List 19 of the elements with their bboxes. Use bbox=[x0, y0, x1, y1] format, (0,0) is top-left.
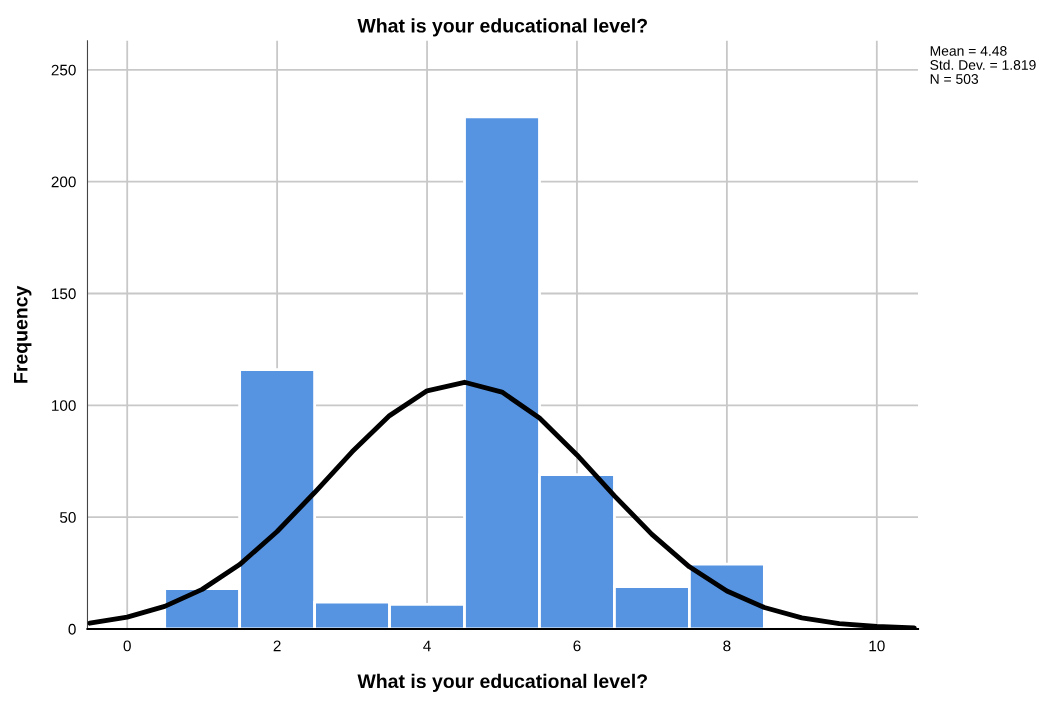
line-series bbox=[87, 379, 917, 629]
x-axis-title: What is your educational level? bbox=[357, 673, 647, 692]
x-tick-label: 6 bbox=[573, 640, 581, 652]
y-tick-label: 200 bbox=[51, 176, 76, 188]
text: N = 503 bbox=[930, 74, 979, 84]
y-axis-title: Frequency bbox=[14, 285, 32, 383]
text: Std. Dev. = 1.819 bbox=[930, 59, 1036, 70]
y-tick-label: 0 bbox=[68, 623, 76, 635]
y-tick-label: 50 bbox=[59, 512, 76, 523]
y-tick-label: 150 bbox=[52, 288, 76, 300]
y-tick-label: 100 bbox=[52, 400, 76, 411]
x-tick-label: 0 bbox=[123, 640, 131, 652]
x-tick-label: 8 bbox=[723, 640, 731, 652]
chart-title: What is your educational level? bbox=[357, 18, 647, 37]
x-tick-label: 4 bbox=[423, 640, 431, 652]
x-tick-label: 2 bbox=[273, 640, 281, 652]
x-tick-label: 10 bbox=[869, 640, 885, 652]
text: Mean = 4.48 bbox=[930, 46, 1007, 56]
y-tick-label: 250 bbox=[51, 64, 76, 76]
